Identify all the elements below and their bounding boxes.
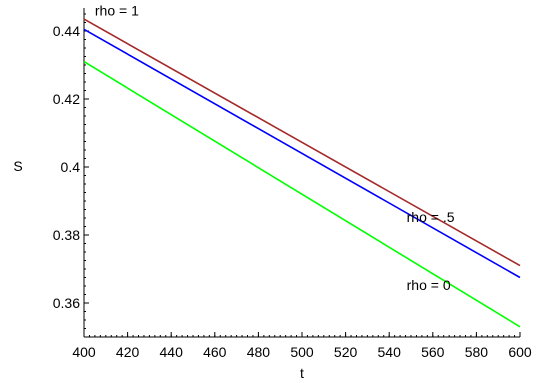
y-tick-label: 0.36: [53, 295, 80, 311]
annotation-2: rho = 0: [407, 277, 451, 293]
y-tick-label: 0.4: [61, 159, 81, 175]
series-line-0: [83, 18, 521, 267]
series-line-1: [83, 28, 521, 279]
x-tick-label: 480: [247, 344, 271, 360]
y-tick-label: 0.44: [53, 23, 80, 39]
x-tick-label: 540: [378, 344, 402, 360]
x-tick-label: 600: [508, 344, 532, 360]
annotation-0: rho = 1: [95, 3, 139, 19]
x-tick-label: 440: [160, 344, 184, 360]
x-tick-label: 500: [290, 344, 314, 360]
x-tick-label: 400: [72, 344, 96, 360]
series-line-2: [83, 60, 521, 328]
x-tick-label: 460: [203, 344, 227, 360]
series-layer: [83, 18, 521, 328]
annotation-1: rho = .5: [407, 209, 455, 225]
x-tick-label: 580: [465, 344, 489, 360]
annotation-layer: rho = 1 rho = .5 rho = 0: [95, 3, 455, 293]
axes: 400 420 440 460 480 500 520 540 560 580 600 0.36 0.3…: [53, 8, 532, 360]
y-axis-label: S: [13, 158, 22, 174]
x-axis-label: t: [300, 365, 304, 381]
y-tick-label: 0.38: [53, 227, 80, 243]
y-tick-label: 0.42: [53, 91, 80, 107]
x-tick-label: 420: [116, 344, 140, 360]
x-tick-label: 560: [421, 344, 445, 360]
x-tick-label: 520: [334, 344, 358, 360]
